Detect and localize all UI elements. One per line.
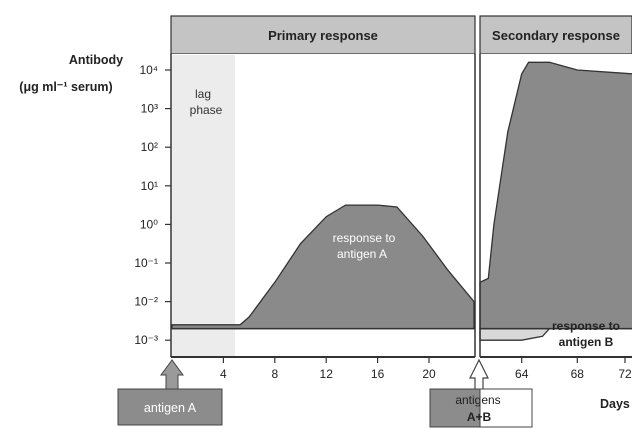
y-tick-label: 10⁻² bbox=[134, 295, 158, 309]
y-axis-title-line2: (μg ml⁻¹ serum) bbox=[19, 80, 112, 94]
y-tick-label: 10³ bbox=[141, 102, 158, 116]
x-tick-label: 16 bbox=[371, 367, 385, 381]
antigen-a-label: antigen A bbox=[144, 401, 197, 415]
area-antigen-a-secondary bbox=[479, 61, 632, 330]
lag-phase-label-line2: phase bbox=[190, 103, 223, 117]
antigens-ab-box-grey bbox=[429, 388, 481, 428]
lag-phase-label-line1: lag bbox=[195, 87, 211, 101]
y-tick-label: 10¹ bbox=[141, 179, 158, 193]
primary-response-label: Primary response bbox=[268, 28, 378, 43]
x-tick-label: 12 bbox=[320, 367, 334, 381]
area-antigen-a-primary bbox=[171, 204, 475, 330]
lag-phase-band bbox=[172, 55, 235, 356]
antigens-ab-label-line2: A+B bbox=[467, 410, 492, 424]
x-tick-label: 20 bbox=[422, 367, 436, 381]
response-a-label-line2: antigen A bbox=[337, 247, 387, 261]
response-a-label-line1: response to bbox=[333, 231, 396, 245]
x-tick-label: 64 bbox=[515, 367, 529, 381]
antigens-ab-label-line1: antigens bbox=[455, 393, 500, 407]
response-b-label-line2: antigen B bbox=[559, 335, 614, 349]
y-tick-label: 10⁰ bbox=[140, 217, 158, 231]
y-tick-label: 10⁻³ bbox=[134, 333, 158, 347]
y-tick-label: 10⁻¹ bbox=[134, 256, 158, 270]
antigen-a-arrow bbox=[160, 359, 184, 391]
x-tick-label: 8 bbox=[271, 367, 278, 381]
y-tick-label: 10⁴ bbox=[139, 63, 158, 77]
secondary-response-label: Secondary response bbox=[492, 28, 620, 43]
response-b-label-line1: response to bbox=[552, 319, 620, 333]
y-tick-label: 10² bbox=[141, 140, 158, 154]
x-tick-label: 72 bbox=[618, 367, 632, 381]
x-tick-label: 4 bbox=[220, 367, 227, 381]
antigens-ab-box-white bbox=[479, 388, 533, 428]
antigens-ab-arrow bbox=[469, 358, 489, 391]
primary-response-band bbox=[170, 15, 476, 55]
x-axis-title: Days bbox=[600, 397, 630, 411]
secondary-response-band bbox=[479, 15, 632, 55]
antigen-a-box bbox=[117, 388, 223, 426]
y-axis-title-line1: Antibody bbox=[69, 53, 123, 67]
x-tick-label: 68 bbox=[571, 367, 585, 381]
